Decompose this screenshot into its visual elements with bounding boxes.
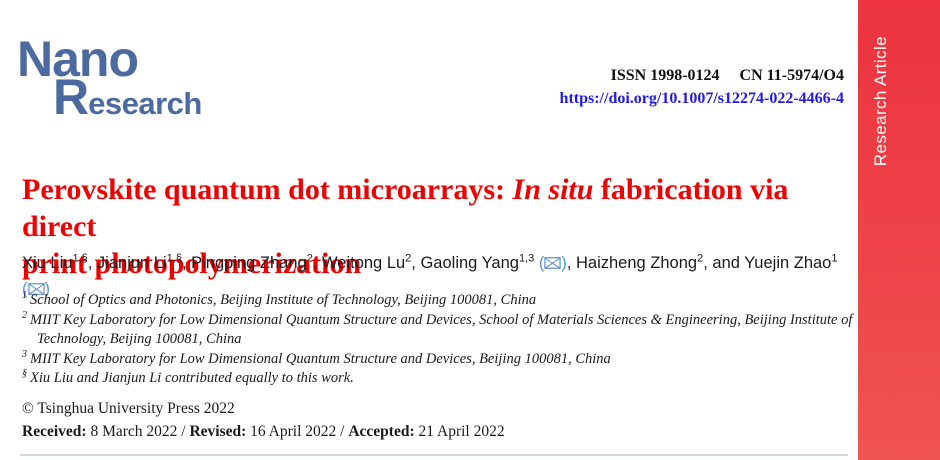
copyright-line: © Tsinghua University Press 2022 bbox=[22, 400, 235, 417]
accepted-value: 21 April 2022 bbox=[414, 423, 505, 440]
author-separator: , bbox=[312, 254, 322, 272]
author-name: Gaoling Yang bbox=[420, 254, 519, 272]
logo-initial-r: R bbox=[53, 69, 89, 125]
author-name: Jianjun Li bbox=[96, 254, 167, 272]
author: Jianjun Li1,§ bbox=[96, 252, 182, 272]
logo-rest-ano: ano bbox=[52, 31, 139, 87]
author-name: Weitong Lu bbox=[322, 254, 406, 272]
logo-initial-n: N bbox=[17, 31, 53, 87]
author-separator: , bbox=[87, 254, 97, 272]
revised-value: 16 April 2022 / bbox=[246, 423, 349, 440]
bottom-divider bbox=[20, 454, 848, 456]
logo-rest-esearch: esearch bbox=[88, 86, 202, 121]
author-separator: , bbox=[181, 254, 192, 272]
affiliation-item: 1 School of Optics and Photonics, Beijing… bbox=[22, 291, 855, 311]
author-superscript: 2 bbox=[405, 252, 412, 265]
doi-link[interactable]: https://doi.org/10.1007/s12274-022-4466-… bbox=[559, 90, 844, 107]
author-separator: , bbox=[566, 254, 576, 272]
mail-paren-open: ( bbox=[22, 280, 28, 298]
affiliation-item: 3 MIIT Key Laboratory for Low Dimensional… bbox=[22, 348, 855, 370]
affiliations: 1 School of Optics and Photonics, Beijing… bbox=[22, 291, 855, 389]
title-italic-segment: In situ bbox=[512, 173, 594, 207]
author-name: Haizheng Zhong bbox=[576, 254, 698, 272]
author: Gaoling Yang1,3 bbox=[420, 252, 535, 272]
issn-label: ISSN 1998-0124 bbox=[610, 67, 720, 84]
issn-cn-line: ISSN 1998-0124 CN 11-5974/O4 bbox=[560, 64, 844, 87]
affiliation-text: School of Optics and Photonics, Beijing … bbox=[30, 292, 537, 308]
author-name: Xiu Liu bbox=[22, 254, 73, 272]
mail-paren-close: ) bbox=[44, 280, 51, 298]
author-separator: , bbox=[411, 254, 421, 272]
received-value: 8 March 2022 / bbox=[86, 423, 190, 440]
journal-logo-line1: Nano bbox=[17, 34, 202, 84]
envelope-icon bbox=[27, 283, 45, 295]
title-line2: print photopolymerization bbox=[22, 247, 362, 281]
affiliation-superscript: 2 bbox=[22, 309, 27, 321]
author-line: Xiu Liu1,§, Jianjun Li1,§, Pingping Zhan… bbox=[22, 250, 854, 302]
article-type-label: Research Article bbox=[871, 36, 890, 167]
journal-logo: Nano Research bbox=[17, 34, 202, 129]
affiliation-item: 2 MIIT Key Laboratory for Low Dimensional… bbox=[22, 309, 855, 350]
author-separator: , and bbox=[703, 254, 745, 272]
author-superscript: 2 bbox=[697, 252, 704, 265]
affiliation-superscript: 3 bbox=[22, 348, 27, 360]
author-name: Pingping Zhang bbox=[191, 254, 307, 272]
affiliation-item: § Xiu Liu and Jianjun Li contributed equa… bbox=[22, 369, 855, 389]
journal-logo-line2: Research bbox=[53, 72, 202, 129]
author: Yuejin Zhao1 bbox=[744, 252, 838, 272]
affiliation-text: MIIT Key Laboratory for Low Dimensional … bbox=[30, 350, 611, 367]
author-superscript: 1,§ bbox=[166, 252, 182, 265]
article-title: Perovskite quantum dot microarrays: In s… bbox=[22, 171, 858, 282]
received-label: Received: bbox=[22, 423, 87, 440]
affiliation-text: MIIT Key Laboratory for Low Dimensional … bbox=[30, 311, 853, 348]
author-superscript: 1 bbox=[831, 252, 838, 265]
author-name: Yuejin Zhao bbox=[744, 254, 832, 272]
article-type-banner: Research Article bbox=[858, 0, 940, 460]
accepted-label: Accepted: bbox=[348, 423, 415, 440]
mail-paren-open: ( bbox=[538, 254, 545, 272]
author-superscript: 2 bbox=[306, 252, 313, 265]
author: Pingping Zhang2 bbox=[191, 252, 313, 272]
author: Haizheng Zhong2 bbox=[576, 252, 704, 272]
cn-label: CN 11-5974/O4 bbox=[739, 67, 844, 84]
author-superscript: 1,3 bbox=[518, 252, 535, 265]
mail-paren-close: ) bbox=[561, 254, 567, 272]
author: Xiu Liu1,§ bbox=[22, 252, 88, 272]
corresponding-author-mail[interactable]: () bbox=[539, 254, 567, 272]
affiliation-superscript: 1 bbox=[22, 290, 27, 302]
title-segment: Perovskite quantum dot microarrays: bbox=[22, 173, 513, 207]
author-superscript: 1,§ bbox=[72, 252, 88, 265]
author: Weitong Lu2 bbox=[322, 252, 412, 272]
corresponding-author-mail[interactable]: () bbox=[22, 280, 50, 298]
affiliation-superscript: § bbox=[22, 368, 27, 380]
envelope-icon bbox=[544, 257, 561, 269]
affiliation-text: Xiu Liu and Jianjun Li contributed equal… bbox=[30, 370, 354, 386]
journal-meta: ISSN 1998-0124 CN 11-5974/O4 https://doi.… bbox=[560, 64, 844, 110]
revised-label: Revised: bbox=[189, 423, 247, 440]
title-segment: fabrication via direct bbox=[22, 173, 789, 244]
history-dates-line: Received: 8 March 2022 / Revised: 16 Apr… bbox=[22, 423, 505, 441]
